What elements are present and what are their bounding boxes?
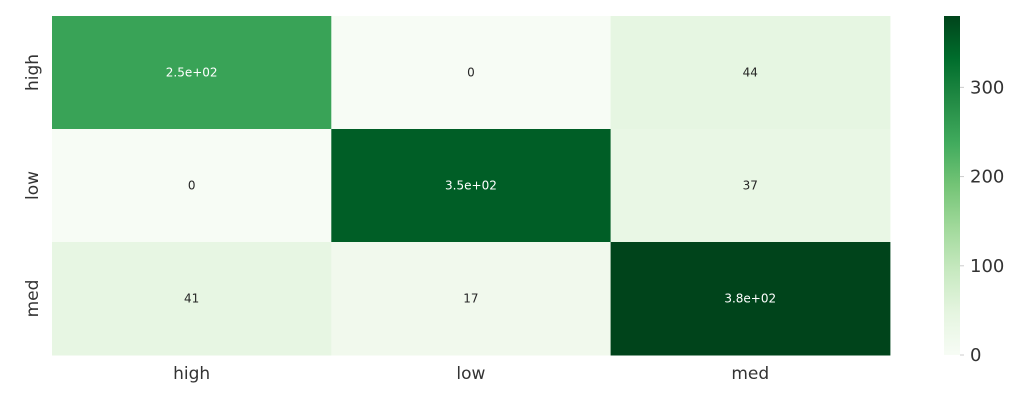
x-tick-label-med: med [731, 364, 769, 384]
heatmap-cell-label: 44 [743, 66, 758, 80]
x-tick-label-low: low [456, 364, 485, 384]
colorbar-tick-label-0: 0 [970, 345, 981, 366]
heatmap-cell-med-low [331, 242, 612, 356]
y-tick-label-low: low [23, 171, 43, 200]
y-axis-ticks: high low med [23, 54, 43, 317]
heatmap-cell-high-med [610, 16, 891, 130]
colorbar-tick-label-100: 100 [970, 256, 1004, 277]
heatmap-cell-label: 0 [188, 179, 196, 193]
x-axis-ticks: high low med [173, 364, 769, 384]
y-tick-label-high: high [23, 54, 43, 91]
heatmap-cell-high-low [331, 16, 612, 130]
colorbar: 0 100 200 300 [944, 16, 1004, 366]
heatmap-cell-label: 37 [743, 179, 758, 193]
colorbar-ticks: 0 100 200 300 [960, 77, 1004, 366]
heatmap-cell-med-high [52, 242, 332, 356]
heatmap-cell-med-med [610, 242, 891, 356]
x-tick-label-high: high [173, 364, 210, 384]
colorbar-tick-label-200: 200 [970, 167, 1004, 188]
heatmap-cell-label: 0 [467, 66, 475, 80]
y-tick-label-med: med [23, 280, 43, 318]
heatmap-cell-label: 3.5e+02 [445, 179, 497, 193]
heatmap-cell-low-high [52, 129, 332, 243]
heatmap-cell-low-low [331, 129, 612, 243]
heatmap-cells: 2.5e+02 0 44 0 3.5e+02 37 41 17 3.8e+02 [52, 16, 891, 356]
heatmap-cell-label: 2.5e+02 [166, 66, 218, 80]
heatmap-cell-label: 17 [463, 292, 478, 306]
heatmap-cell-label: 3.8e+02 [724, 292, 776, 306]
heatmap-cell-low-med [610, 129, 891, 243]
colorbar-tick-label-300: 300 [970, 77, 1004, 98]
heatmap-cell-high-high [52, 16, 332, 130]
heatmap-cell-label: 41 [184, 292, 199, 306]
colorbar-gradient [944, 16, 960, 355]
